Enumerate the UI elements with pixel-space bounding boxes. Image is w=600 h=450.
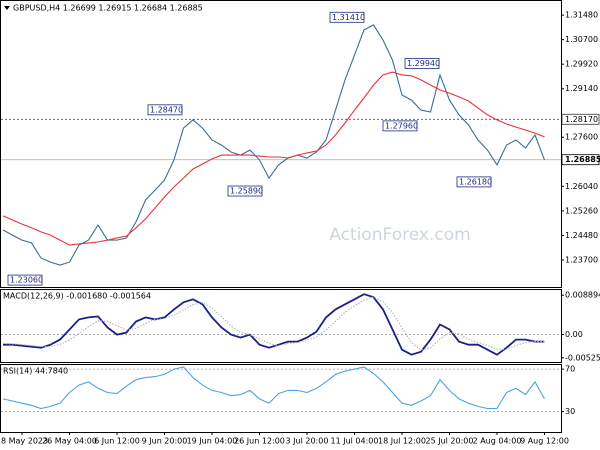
annotation: 1.28470 <box>150 105 183 114</box>
series-line <box>2 24 546 266</box>
rsi-panel-frame <box>0 364 562 433</box>
x-tick-label: 19 Jun 04:00 <box>187 437 238 446</box>
macd-title: MACD(12,26,9) -0.001680 -0.001564 <box>3 292 151 301</box>
y-tick-label: 30 <box>565 407 575 416</box>
chart-title: GBPUSD,H4 1.26699 1.26915 1.26684 1.2688… <box>13 4 203 13</box>
x-tick-label: 2 Aug 04:00 <box>473 437 522 446</box>
x-tick-label: 9 Jun 20:00 <box>142 437 188 446</box>
y-tick-label: 1.29920 <box>565 60 598 69</box>
watermark: ActionForex.com <box>329 225 470 245</box>
annotation: 1.27960 <box>385 121 418 130</box>
y-tick-label: 0.008894 <box>565 291 600 300</box>
annotation-box <box>147 104 183 116</box>
y-tick-label: 1.26040 <box>565 182 598 191</box>
y-tick-label: 70 <box>565 365 575 374</box>
series-line <box>2 71 545 246</box>
annotation-box <box>227 185 263 197</box>
annotation: 1.23060 <box>10 276 43 285</box>
x-tick-label: 18 Jul 12:00 <box>378 437 426 446</box>
x-tick-label: 26 Jun 12:00 <box>234 437 285 446</box>
x-tick-label: 18 May 2023 <box>0 437 48 446</box>
last-price-label: 1.26885 <box>565 155 600 164</box>
price-panel-frame <box>0 0 562 288</box>
series-line <box>2 366 545 410</box>
level-label: 1.28170 <box>565 115 598 124</box>
annotation-box <box>456 176 492 188</box>
annotation: 1.25890 <box>230 187 263 196</box>
x-tick-label: 9 Aug 12:00 <box>520 437 569 446</box>
annotation-box <box>382 120 418 132</box>
rsi-title: RSI(14) 44.7840 <box>3 367 68 376</box>
annotation: 1.31410 <box>332 13 365 22</box>
x-tick-label: 3 Jul 20:00 <box>286 437 329 446</box>
y-tick-label: 1.30700 <box>565 35 598 44</box>
x-tick-label: 25 Jul 20:00 <box>426 437 474 446</box>
last-price-box <box>561 154 600 166</box>
x-tick-label: 26 May 04:00 <box>42 437 97 446</box>
annotation-box <box>7 274 43 286</box>
series-line <box>2 296 545 351</box>
x-tick-label: 6 Jun 12:00 <box>94 437 140 446</box>
annotation: 1.29940 <box>407 59 440 68</box>
y-tick-label: 0.00 <box>565 330 583 339</box>
y-tick-label: 1.24480 <box>565 231 598 240</box>
y-tick-label: 1.31480 <box>565 11 598 20</box>
y-tick-label: 1.27600 <box>565 133 598 142</box>
y-tick-label: 1.25260 <box>565 206 598 215</box>
series-line <box>3 293 545 356</box>
y-tick-label: 1.29140 <box>565 84 598 93</box>
symbol-icon <box>4 6 10 10</box>
annotation: 1.26180 <box>459 177 492 186</box>
level-label-box <box>561 113 600 125</box>
macd-panel-frame <box>0 289 562 363</box>
x-tick-label: 11 Jul 04:00 <box>331 437 379 446</box>
y-tick-label: 1.23700 <box>565 255 598 264</box>
annotation-box <box>404 58 440 69</box>
y-tick-label: -0.005252 <box>565 353 600 362</box>
annotation-box <box>329 11 365 23</box>
